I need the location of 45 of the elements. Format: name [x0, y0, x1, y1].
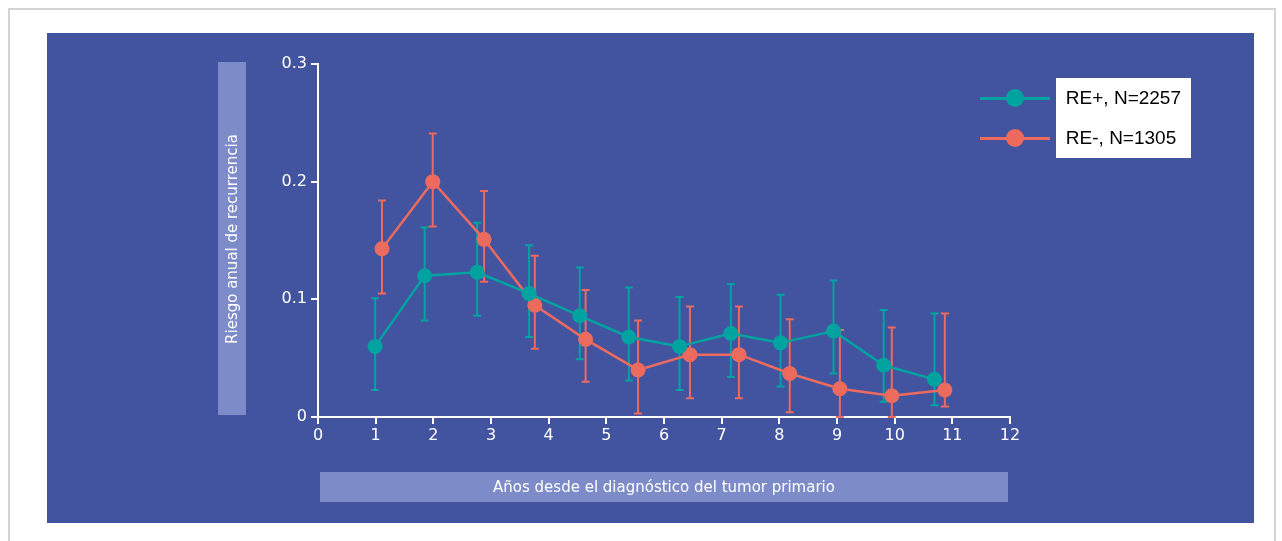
point [926, 371, 942, 387]
x-tick-label: 9 [831, 424, 843, 444]
x-tick-label: 2 [428, 424, 439, 444]
y-tick-label: 0.1 [281, 288, 307, 308]
point [374, 241, 390, 257]
y-tick-label: 0.3 [281, 53, 307, 73]
point [417, 268, 433, 284]
point [723, 325, 739, 341]
x-tick-label: 8 [774, 424, 785, 444]
point [826, 323, 842, 339]
x-tick-label: 0 [312, 424, 324, 444]
y-tick-label: 0 [296, 406, 307, 426]
point [521, 285, 537, 301]
point [937, 382, 953, 398]
point [832, 381, 848, 397]
point [682, 347, 698, 363]
point [578, 331, 594, 347]
x-tick-label: 10 [884, 424, 905, 444]
x-tick-label: 6 [658, 424, 670, 444]
x-tick-label: 12 [999, 424, 1021, 444]
x-tick-label: 4 [543, 424, 554, 444]
x-tick-label: 5 [601, 424, 612, 444]
point [621, 329, 637, 345]
point [672, 338, 688, 354]
y-tick-label: 0.2 [281, 170, 307, 190]
y-axis-title: Riesgo anual de recurrencia [223, 133, 241, 344]
x-tick-label: 3 [485, 424, 497, 444]
point [527, 297, 543, 313]
x-axis-title: Años desde el diagnóstico del tumor primario [320, 472, 1008, 502]
legend-label: RE+, N=2257 [1065, 86, 1181, 110]
point [572, 308, 588, 324]
point [425, 174, 441, 190]
point [876, 357, 892, 373]
point [772, 335, 788, 351]
point [476, 231, 492, 247]
legend-label: RE-, N=1305 [1065, 126, 1178, 150]
point [731, 347, 747, 363]
x-tick-label: 1 [370, 424, 381, 444]
point [630, 362, 646, 378]
point [469, 264, 485, 280]
point [367, 338, 383, 354]
point [782, 365, 798, 381]
x-tick-label: 11 [942, 424, 963, 444]
point [884, 388, 900, 404]
x-tick-label: 7 [716, 424, 727, 444]
